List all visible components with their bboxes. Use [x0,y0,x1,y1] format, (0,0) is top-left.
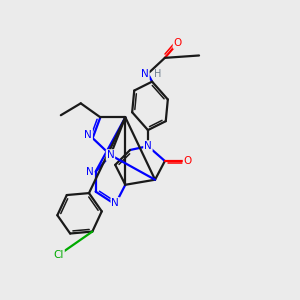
Text: Cl: Cl [54,250,64,260]
Text: N: N [144,141,152,151]
Text: N: N [141,69,149,79]
Text: O: O [184,156,192,166]
Text: O: O [173,38,182,48]
Text: H: H [154,69,162,79]
Text: N: N [84,130,92,140]
Text: N: N [86,167,94,177]
Text: N: N [106,150,114,160]
Text: N: N [111,198,119,208]
